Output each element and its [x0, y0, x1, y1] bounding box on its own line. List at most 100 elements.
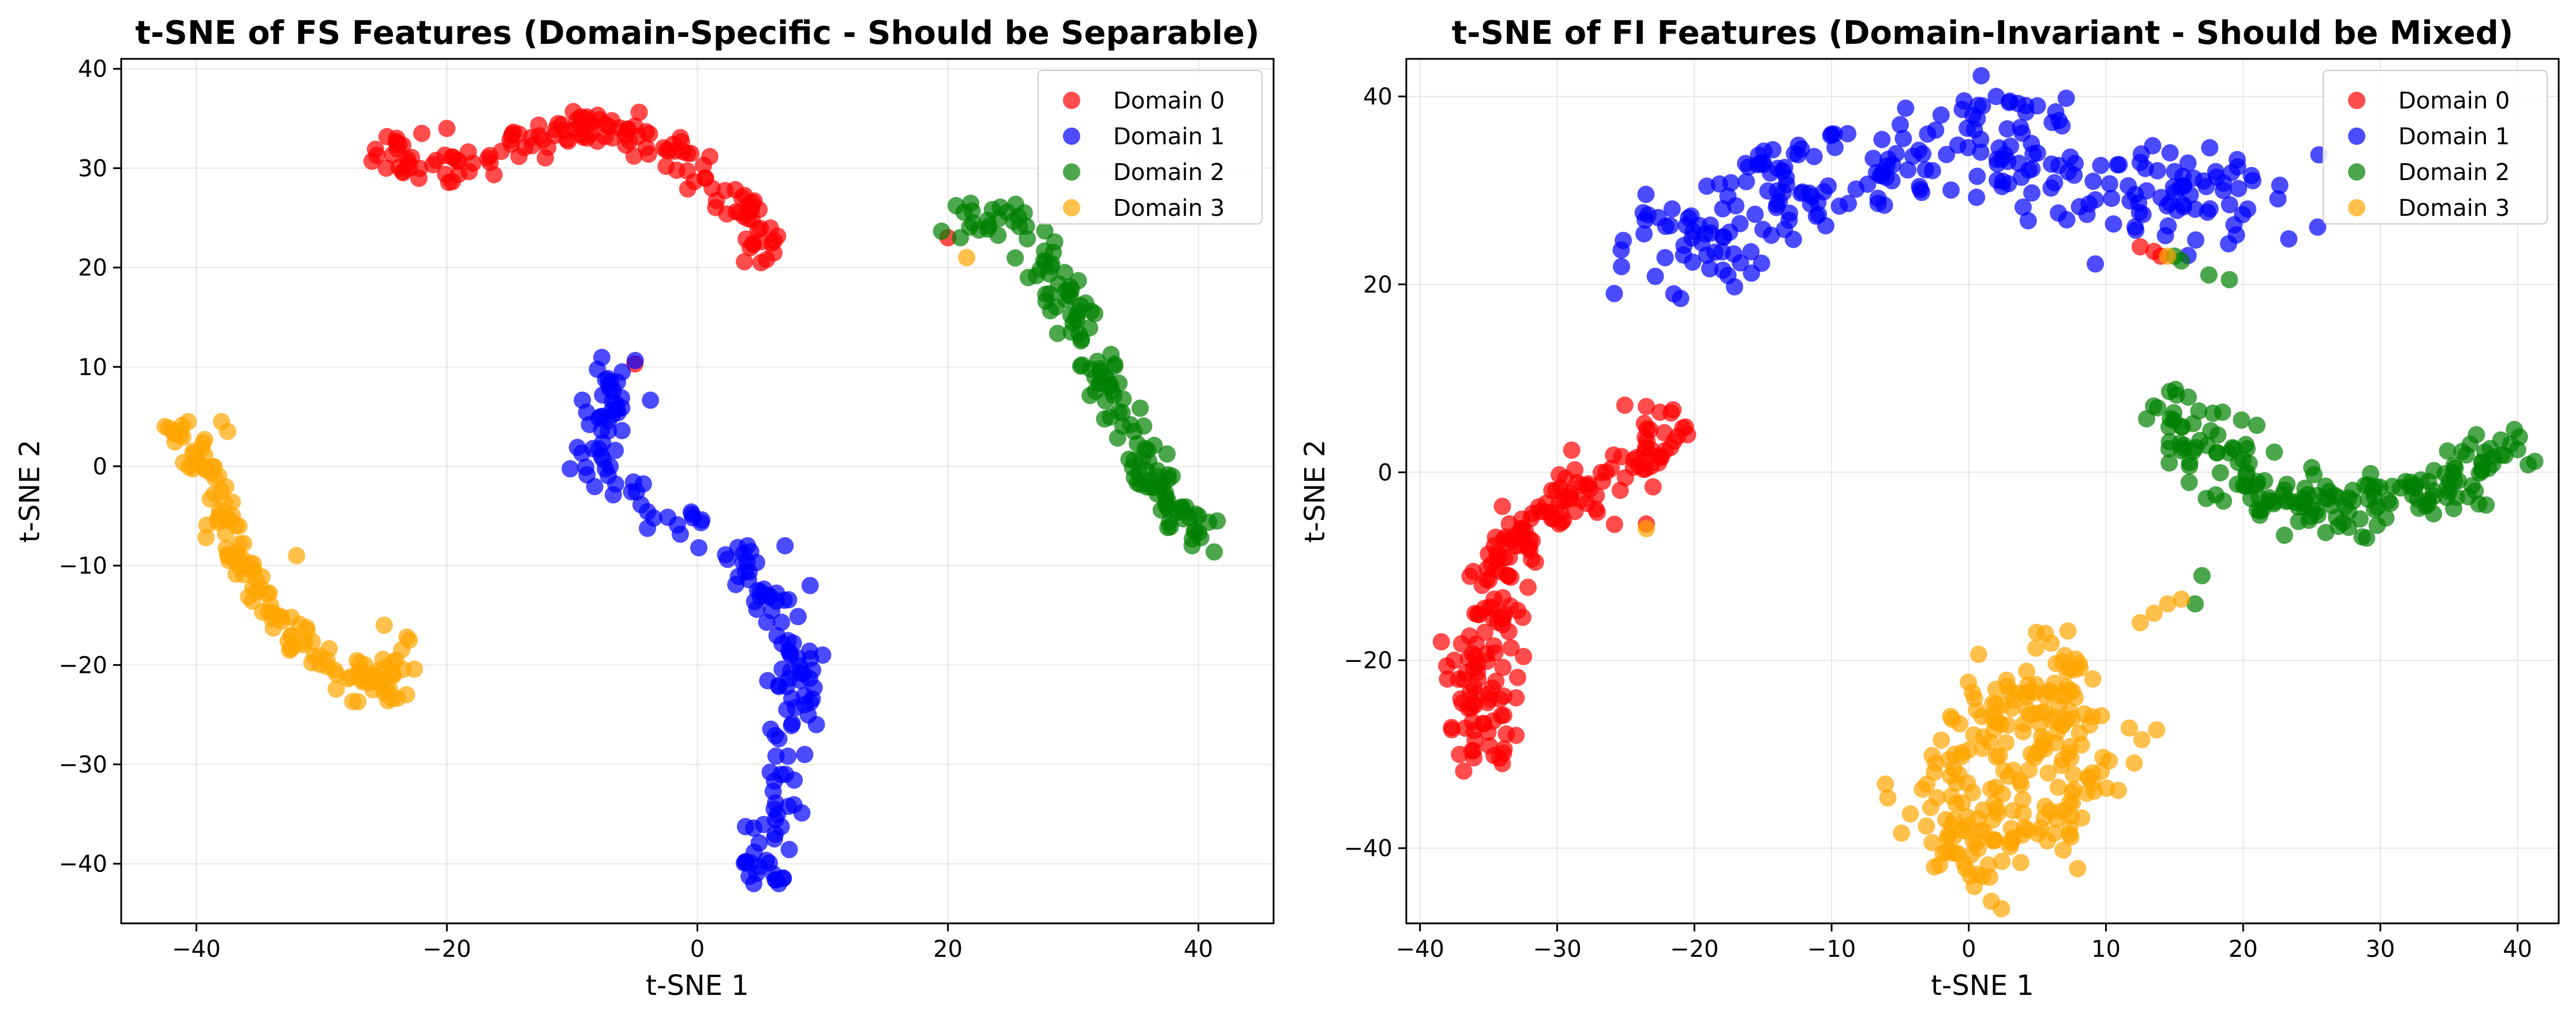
- data-point: [1927, 754, 1945, 772]
- data-point: [2526, 452, 2544, 470]
- data-point: [1578, 477, 1596, 495]
- data-point: [2013, 169, 2030, 186]
- data-point: [443, 173, 461, 190]
- data-point: [510, 125, 528, 143]
- data-point: [2234, 451, 2252, 469]
- data-point: [2094, 748, 2112, 766]
- legend-label: Domain 2: [1113, 159, 1225, 186]
- y-tick-label: 20: [78, 255, 107, 282]
- data-point: [1636, 211, 1654, 229]
- data-point: [1759, 182, 1777, 200]
- series-domain-3: [1638, 247, 2191, 918]
- data-point: [1672, 290, 1690, 308]
- legend-marker: [2348, 128, 2365, 145]
- data-point: [1918, 817, 1935, 835]
- data-point: [2397, 473, 2414, 491]
- y-axis-label: t-SNE 2: [14, 440, 46, 543]
- data-point: [763, 602, 781, 620]
- data-point: [2038, 832, 2056, 849]
- data-point: [1464, 695, 1482, 713]
- data-point: [1490, 546, 1508, 564]
- data-point: [2131, 614, 2149, 631]
- data-point: [1651, 403, 1669, 421]
- data-point: [2023, 134, 2040, 152]
- data-point: [739, 537, 757, 555]
- data-point: [1205, 543, 1223, 561]
- data-point: [2054, 841, 2072, 859]
- legend-marker: [2348, 199, 2365, 216]
- data-point: [2070, 724, 2088, 742]
- data-point: [761, 587, 778, 605]
- data-point: [1050, 275, 1068, 293]
- data-point: [589, 361, 606, 378]
- series-domain-3: [156, 249, 976, 710]
- data-point: [283, 627, 301, 645]
- data-point: [1942, 181, 1960, 199]
- data-point: [1616, 396, 1634, 414]
- data-point: [773, 613, 791, 631]
- data-point: [2032, 819, 2050, 837]
- series-domain-0: [363, 103, 957, 373]
- data-point: [686, 173, 703, 190]
- data-point: [1879, 789, 1897, 807]
- data-point: [2065, 781, 2083, 799]
- data-point: [1499, 567, 1517, 584]
- data-point: [1774, 184, 1792, 201]
- data-point: [2180, 473, 2198, 491]
- data-point: [184, 455, 201, 473]
- y-tick-label: −40: [1344, 836, 1392, 862]
- data-point: [2064, 710, 2081, 728]
- data-point: [659, 508, 677, 526]
- data-point: [2014, 723, 2032, 740]
- data-point: [218, 540, 235, 557]
- data-point: [399, 154, 417, 171]
- legend-marker: [1063, 163, 1080, 181]
- data-point: [606, 441, 624, 459]
- data-point: [2023, 184, 2040, 202]
- data-point: [1679, 426, 1697, 444]
- series-domain-1: [561, 349, 832, 893]
- data-point: [2062, 828, 2080, 846]
- data-point: [1042, 302, 1059, 320]
- data-point: [2269, 190, 2287, 208]
- data-point: [1439, 670, 1457, 688]
- data-point: [1492, 707, 1510, 725]
- data-point: [2050, 697, 2068, 715]
- data-point: [1957, 860, 1975, 877]
- data-point: [1485, 637, 1503, 655]
- data-point: [2156, 227, 2174, 245]
- data-point: [1208, 512, 1226, 530]
- data-point: [752, 254, 770, 272]
- data-point: [254, 603, 271, 621]
- legend: Domain 0 Domain 1 Domain 2 Domain 3: [1038, 70, 1263, 224]
- data-point: [764, 783, 782, 800]
- data-point: [1864, 149, 1882, 167]
- data-point: [197, 529, 215, 547]
- data-point: [1932, 106, 1950, 124]
- data-point: [1955, 92, 1973, 110]
- data-point: [639, 519, 656, 537]
- data-point: [637, 139, 655, 156]
- data-point: [2481, 440, 2499, 458]
- data-point: [780, 591, 797, 609]
- data-point: [2028, 97, 2046, 115]
- data-point: [767, 747, 785, 765]
- data-point: [780, 642, 797, 660]
- data-point: [1455, 762, 1473, 780]
- data-point: [613, 363, 631, 381]
- data-point: [1605, 446, 1623, 464]
- data-point: [1663, 200, 1681, 218]
- data-point: [1561, 488, 1579, 506]
- data-point: [2152, 189, 2170, 207]
- data-point: [2221, 196, 2238, 214]
- data-point: [2136, 159, 2154, 177]
- data-point: [1020, 269, 1037, 286]
- data-point: [2057, 89, 2075, 107]
- data-point: [2266, 443, 2283, 461]
- y-tick-label: −40: [59, 851, 107, 878]
- data-point: [2105, 215, 2122, 233]
- data-point: [2010, 155, 2028, 172]
- data-point: [1091, 360, 1109, 377]
- data-point: [2230, 179, 2248, 197]
- data-point: [1641, 421, 1659, 439]
